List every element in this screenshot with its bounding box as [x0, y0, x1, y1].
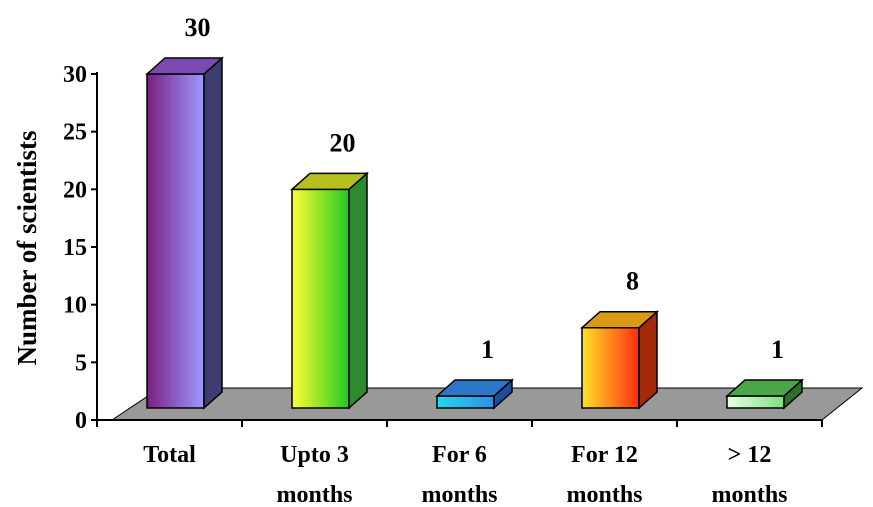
y-axis-title: Number of scientists [12, 131, 42, 366]
category-label: Upto 3 [280, 442, 349, 468]
category-label: months [276, 482, 352, 507]
bar-front [436, 395, 495, 409]
bar: 30 [145, 13, 224, 410]
bars: 30 20 1 8 1 [145, 13, 804, 410]
y-tick-label: 5 [75, 350, 87, 376]
y-tick-label: 30 [63, 62, 87, 88]
category-label: months [711, 482, 787, 507]
y-tick-label: 10 [63, 293, 87, 319]
bar-top [725, 379, 804, 397]
bar-top [580, 310, 659, 329]
y-tick-label: 0 [75, 408, 87, 434]
y-tick-label: 25 [63, 120, 87, 146]
category-labels: Total Upto 3 months For 6 months For 12 months… [143, 442, 787, 507]
bar-top [290, 172, 369, 191]
bar: 8 [580, 267, 659, 410]
category-label: > 12 [728, 442, 772, 468]
y-tick-label: 15 [63, 235, 87, 261]
bar-front [291, 188, 350, 409]
data-label: 8 [626, 267, 639, 296]
data-label: 20 [330, 128, 356, 157]
bar: 1 [435, 335, 514, 410]
category-label: Total [143, 442, 196, 468]
bar-side [203, 56, 223, 410]
category-label: months [566, 482, 642, 507]
bar-top [435, 379, 514, 397]
y-tick-label: 20 [63, 177, 87, 203]
data-label: 1 [481, 335, 494, 364]
bar-front [581, 326, 640, 409]
category-label: For 6 [432, 442, 487, 468]
bar-front [726, 395, 785, 409]
bar-front [146, 73, 205, 409]
data-label: 30 [185, 13, 211, 42]
category-label: For 12 [571, 442, 638, 468]
category-label: months [421, 482, 497, 507]
data-label: 1 [771, 335, 784, 364]
y-axis-ticks: 0 5 10 15 20 25 30 [63, 62, 823, 434]
bar-side [348, 171, 368, 410]
bar: 20 [290, 128, 369, 410]
bar: 1 [725, 335, 804, 410]
bar-top [145, 57, 224, 75]
